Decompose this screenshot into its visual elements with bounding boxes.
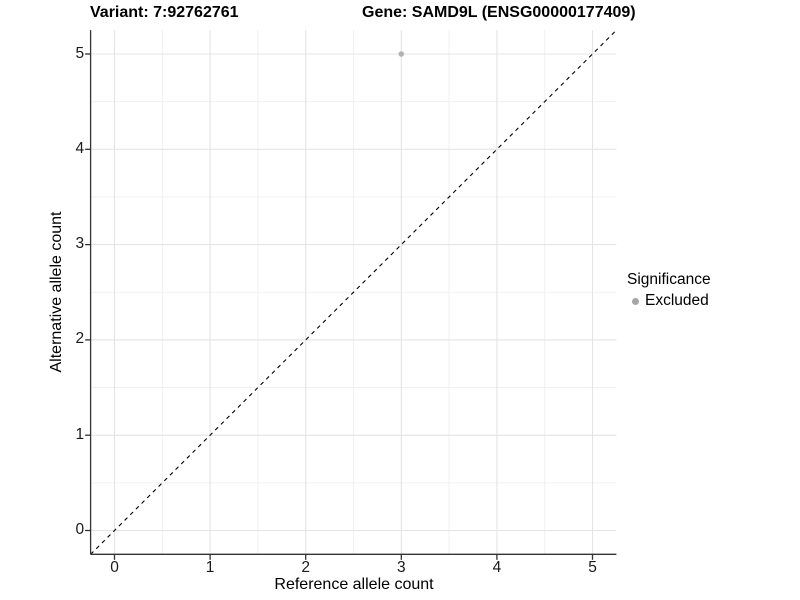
- identity-line: [90, 29, 617, 555]
- y-tick-label: 0: [75, 521, 85, 538]
- y-tick-label: 4: [75, 139, 85, 157]
- y-tick-label: 1: [75, 425, 85, 443]
- y-axis-title: Alternative allele count: [48, 211, 65, 373]
- y-tick-label: 2: [75, 330, 85, 348]
- x-tick-label: 4: [492, 559, 502, 577]
- legend: Significance Excluded: [627, 271, 711, 310]
- data-point: [398, 51, 405, 57]
- x-tick-label: 5: [588, 559, 597, 577]
- y-tick-label: 3: [75, 235, 85, 253]
- x-axis-title: Reference allele count: [274, 576, 434, 593]
- variant-title: Variant: 7:92762761: [90, 4, 239, 21]
- x-tick-label: 2: [301, 559, 310, 577]
- x-tick-label: 0: [110, 559, 119, 577]
- legend-title: Significance: [627, 271, 711, 288]
- x-tick-label: 1: [205, 559, 215, 577]
- gene-title: Gene: SAMD9L (ENSG00000177409): [362, 4, 636, 21]
- x-tick-label: 3: [396, 559, 406, 577]
- legend-item-excluded: Excluded: [627, 292, 711, 310]
- y-tick-label: 5: [75, 44, 85, 62]
- excluded-point-icon: [632, 297, 639, 305]
- legend-item-label: Excluded: [645, 292, 709, 309]
